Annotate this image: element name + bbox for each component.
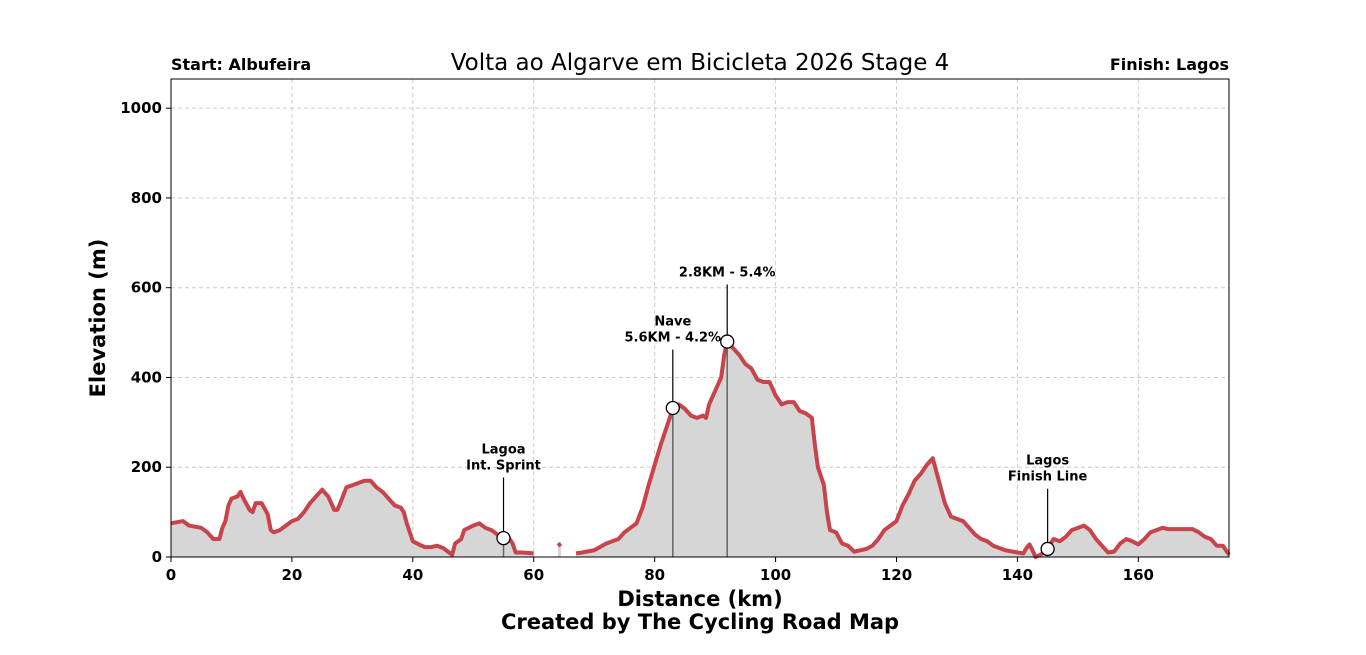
plot-frame	[170, 78, 1230, 558]
x-tick-label: 100	[760, 566, 791, 584]
annotation-label: Lagoa	[481, 442, 525, 457]
x-tick-label: 160	[1123, 566, 1154, 584]
y-tick-label: 200	[131, 458, 162, 476]
y-tick-label: 800	[131, 189, 162, 207]
elevation-fill	[557, 543, 561, 557]
finish-label: Finish: Lagos	[1110, 55, 1229, 74]
marker-circle	[720, 334, 735, 349]
credit-text: Created by The Cycling Road Map	[501, 610, 899, 634]
x-axis-label: Distance (km)	[617, 587, 782, 611]
annotation-label: Lagos	[1026, 454, 1069, 469]
elevation-line	[575, 339, 1231, 559]
start-label: Start: Albufeira	[171, 55, 311, 74]
x-tick-label: 0	[166, 566, 176, 584]
x-tick-label: 60	[523, 566, 544, 584]
y-tick-label: 0	[152, 548, 162, 566]
elevation-fill	[576, 341, 1229, 557]
marker-circle	[496, 530, 511, 546]
elevation-fill	[171, 480, 534, 557]
y-tick-label: 600	[131, 279, 162, 297]
y-axis-label: Elevation (m)	[86, 239, 110, 398]
annotation-label: Finish Line	[1008, 470, 1088, 485]
marker-circle	[665, 400, 680, 416]
x-tick-label: 20	[281, 566, 302, 584]
x-tick-label: 140	[1002, 566, 1033, 584]
x-tick-label: 120	[881, 566, 912, 584]
annotation-label: Nave	[654, 315, 691, 330]
elevation-line	[556, 541, 563, 548]
annotation-label: 2.8KM - 5.4%	[679, 265, 776, 280]
elevation-line	[170, 478, 534, 557]
y-tick-label: 400	[131, 368, 162, 386]
chart-title: Volta ao Algarve em Bicicleta 2026 Stage…	[451, 50, 950, 76]
marker-circle	[1040, 541, 1055, 557]
y-tick-label: 1000	[120, 99, 162, 117]
annotation-label: Int. Sprint	[466, 458, 541, 473]
x-tick-label: 40	[402, 566, 423, 584]
x-tick-label: 80	[644, 566, 665, 584]
annotation-label: 5.6KM - 4.2%	[625, 331, 722, 346]
